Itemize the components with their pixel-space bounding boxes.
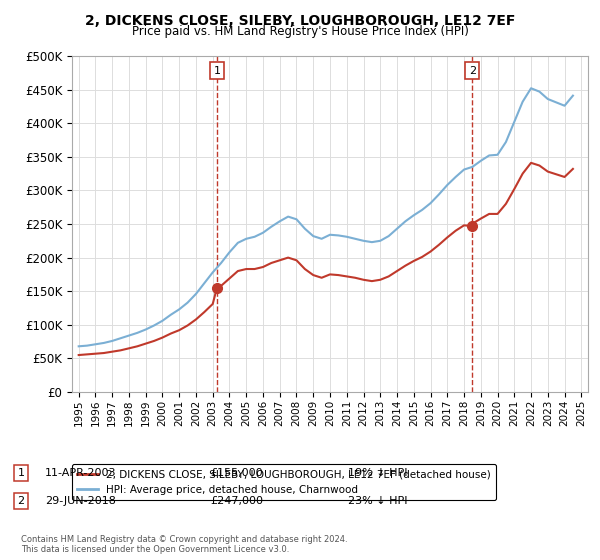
Text: 2: 2 xyxy=(17,496,25,506)
Legend: 2, DICKENS CLOSE, SILEBY, LOUGHBOROUGH, LE12 7EF (detached house), HPI: Average : 2, DICKENS CLOSE, SILEBY, LOUGHBOROUGH, … xyxy=(72,464,496,500)
Text: 11-APR-2003: 11-APR-2003 xyxy=(45,468,116,478)
Text: 29-JUN-2018: 29-JUN-2018 xyxy=(45,496,116,506)
Text: 23% ↓ HPI: 23% ↓ HPI xyxy=(348,496,407,506)
Text: Price paid vs. HM Land Registry's House Price Index (HPI): Price paid vs. HM Land Registry's House … xyxy=(131,25,469,38)
Text: 19% ↓ HPI: 19% ↓ HPI xyxy=(348,468,407,478)
Text: £155,000: £155,000 xyxy=(210,468,263,478)
Text: £247,000: £247,000 xyxy=(210,496,263,506)
Text: 2, DICKENS CLOSE, SILEBY, LOUGHBOROUGH, LE12 7EF: 2, DICKENS CLOSE, SILEBY, LOUGHBOROUGH, … xyxy=(85,14,515,28)
Text: 1: 1 xyxy=(17,468,25,478)
Text: Contains HM Land Registry data © Crown copyright and database right 2024.
This d: Contains HM Land Registry data © Crown c… xyxy=(21,535,347,554)
Text: 1: 1 xyxy=(214,66,221,76)
Text: 2: 2 xyxy=(469,66,476,76)
